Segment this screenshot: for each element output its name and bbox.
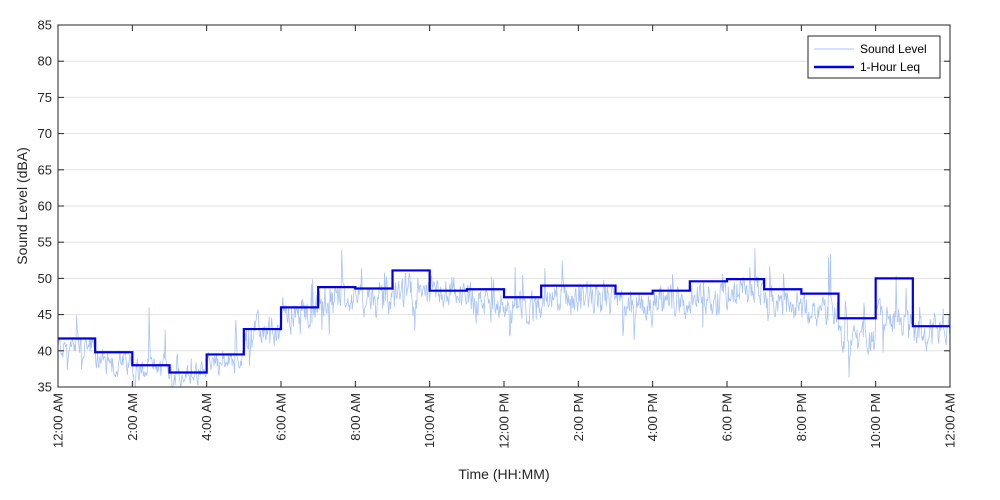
- x-tick-label: 12:00 AM: [943, 393, 958, 448]
- y-axis-tick-labels: 35 40 45 50 55 60 65 70 75 80 85: [38, 18, 52, 395]
- y-tick-label: 55: [38, 235, 52, 250]
- x-tick-label: 10:00 AM: [422, 393, 437, 448]
- sound-level-series: [57, 248, 951, 388]
- legend-label-sound-level: Sound Level: [860, 42, 927, 56]
- y-axis-title: Sound Level (dBA): [14, 147, 30, 265]
- x-tick-label: 12:00 AM: [51, 393, 66, 448]
- y-tick-label: 35: [38, 380, 52, 395]
- x-axis-title: Time (HH:MM): [458, 466, 549, 482]
- legend-label-leq: 1-Hour Leq: [860, 60, 920, 74]
- x-tick-label: 6:00 AM: [274, 393, 289, 441]
- x-tick-label: 4:00 AM: [199, 393, 214, 441]
- grid-lines: [58, 60, 950, 352]
- leq-series: [58, 269, 950, 374]
- y-tick-label: 60: [38, 199, 52, 214]
- x-axis-tick-labels: 12:00 AM 2:00 AM 4:00 AM 6:00 AM 8:00 AM 10:0…: [51, 393, 958, 449]
- y-tick-label: 75: [38, 90, 52, 105]
- x-tick-label: 10:00 PM: [868, 393, 883, 449]
- y-tick-label: 85: [38, 18, 52, 33]
- y-tick-label: 50: [38, 271, 52, 286]
- leq-step-line: [58, 269, 950, 374]
- y-tick-label: 65: [38, 162, 52, 177]
- x-tick-label: 2:00 PM: [571, 393, 586, 441]
- y-tick-label: 40: [38, 343, 52, 358]
- x-tick-label: 2:00 AM: [125, 393, 140, 441]
- sound-level-line: [57, 248, 951, 388]
- x-tick-label: 8:00 AM: [348, 393, 363, 441]
- y-tick-label: 80: [38, 54, 52, 69]
- x-tick-label: 6:00 PM: [720, 393, 735, 441]
- legend-box: [807, 35, 941, 79]
- axis-ticks: [57, 24, 951, 388]
- y-tick-label: 70: [38, 126, 52, 141]
- y-tick-label: 45: [38, 307, 52, 322]
- x-tick-label: 8:00 PM: [794, 393, 809, 441]
- legend: Sound Level 1-Hour Leq: [807, 35, 941, 79]
- x-tick-label: 4:00 PM: [645, 393, 660, 441]
- x-tick-label: 12:00 PM: [497, 393, 512, 449]
